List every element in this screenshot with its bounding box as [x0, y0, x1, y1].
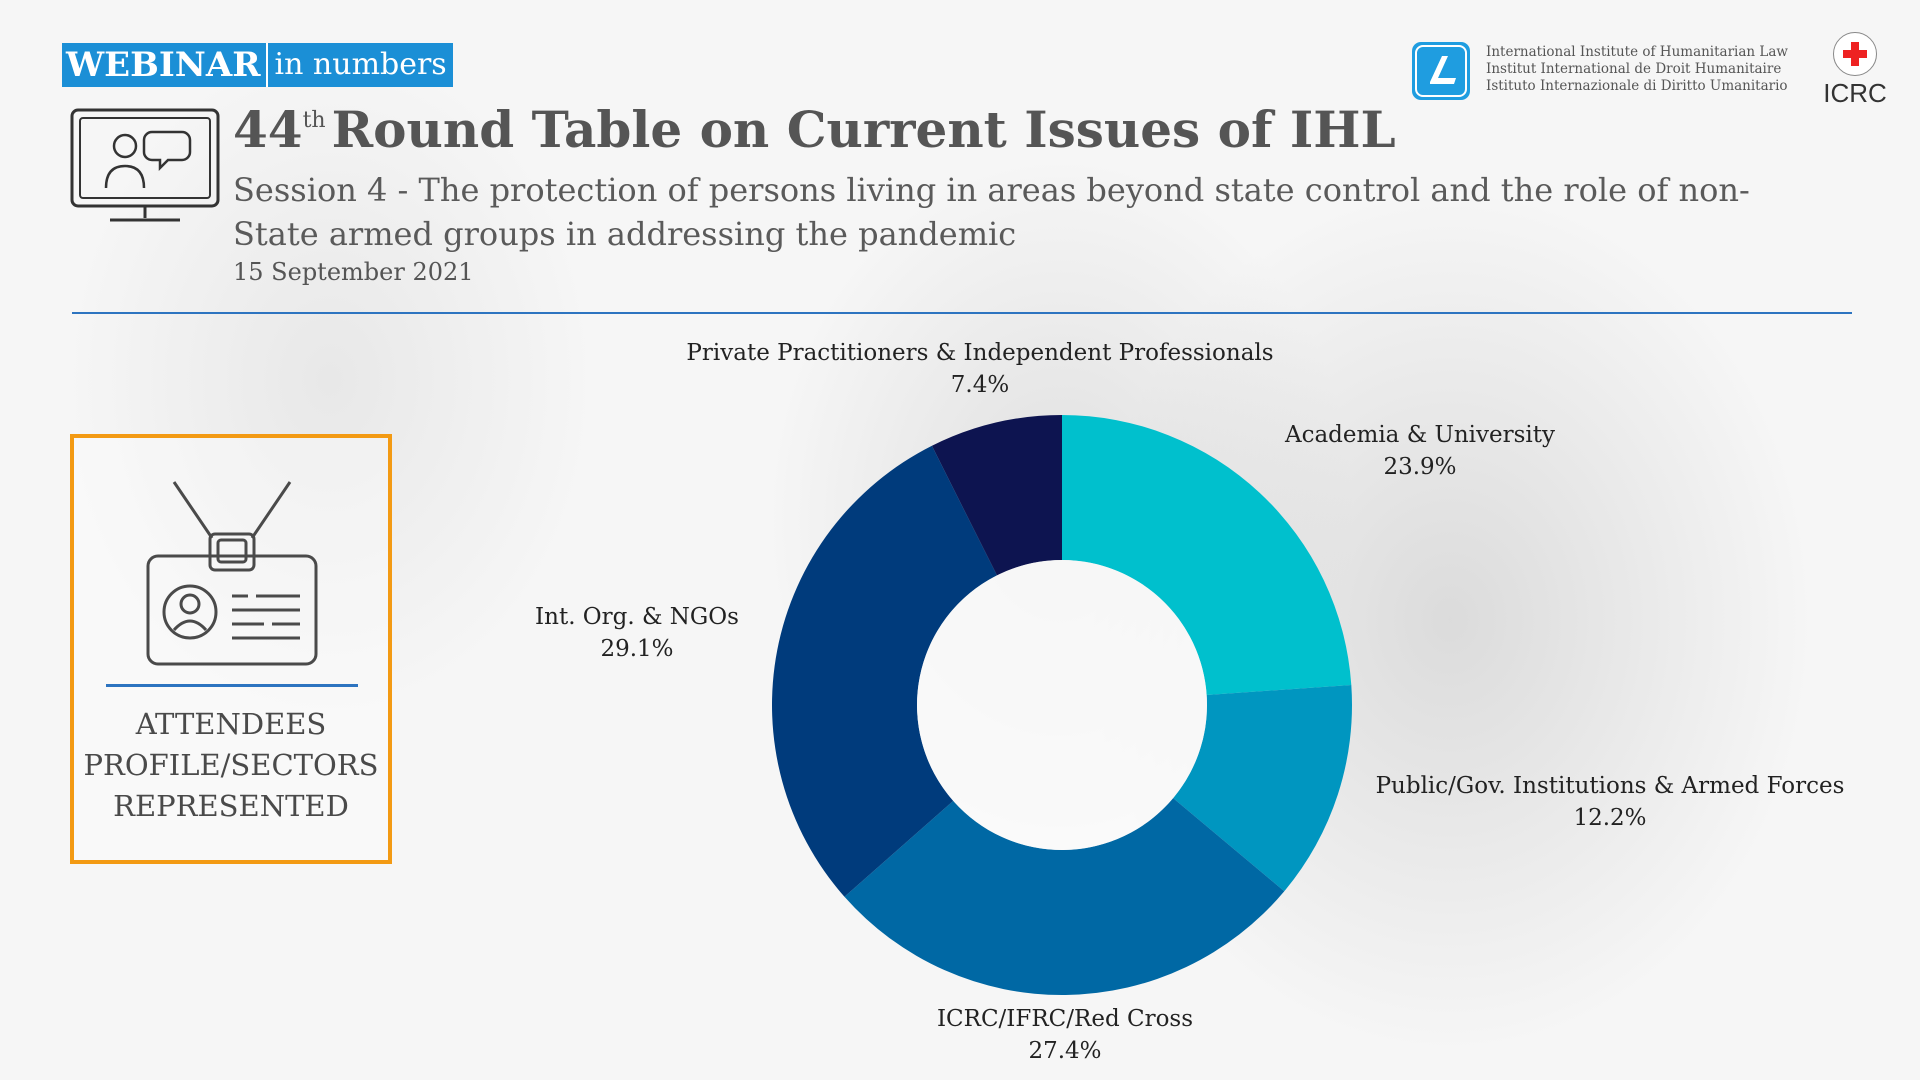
header-divider — [72, 312, 1852, 314]
slice-label-academia: Academia & University — [1284, 422, 1555, 448]
iihl-name-en: International Institute of Humanitarian … — [1486, 44, 1788, 60]
donut-hole — [917, 560, 1207, 850]
slice-value-int-org: 29.1% — [600, 636, 673, 662]
id-badge-icon — [146, 481, 318, 666]
webinar-label: WEBINAR — [66, 45, 261, 85]
slice-value-icrc: 27.4% — [1028, 1038, 1101, 1064]
iihl-name-it: Istituto Internazionale di Diritto Umani… — [1486, 78, 1788, 94]
attendees-profile-box: ATTENDEES PROFILE/SECTORS REPRESENTED — [70, 434, 392, 864]
icrc-label: ICRC — [1823, 78, 1887, 108]
title-number: 44 — [233, 100, 303, 159]
slice-value-public-gov: 12.2% — [1573, 805, 1646, 831]
iihl-name: International Institute of Humanitarian … — [1486, 44, 1788, 95]
profile-line-1: ATTENDEES — [135, 707, 327, 741]
slice-label-icrc: ICRC/IFRC/Red Cross — [937, 1006, 1193, 1032]
iihl-logo: International Institute of Humanitarian … — [1412, 42, 1792, 102]
donut-slice-private-practitioners — [931, 415, 1062, 576]
profile-box-divider — [106, 684, 358, 687]
donut-slice-int-org — [771, 445, 997, 897]
donut-slice-public-gov — [1173, 684, 1352, 892]
slice-value-academia: 23.9% — [1383, 454, 1456, 480]
icrc-logo: ICRC — [1815, 32, 1895, 112]
iihl-emblem-icon — [1412, 42, 1470, 100]
session-subtitle: Session 4 - The protection of persons li… — [233, 171, 1750, 253]
in-numbers-label: in numbers — [266, 43, 452, 87]
slice-value-private-practitioners: 7.4% — [951, 372, 1009, 398]
profile-box-label: ATTENDEES PROFILE/SECTORS REPRESENTED — [74, 704, 388, 827]
slice-label-public-gov: Public/Gov. Institutions & Armed Forces — [1376, 773, 1845, 799]
page-title: 44th Round Table on Current Issues of IHL — [233, 100, 1396, 159]
iihl-name-fr: Institut International de Droit Humanita… — [1486, 61, 1782, 77]
webinar-badge: WEBINAR in numbers — [62, 43, 453, 87]
donut-slice-icrc — [844, 798, 1285, 995]
slice-label-private-practitioners: Private Practitioners & Independent Prof… — [686, 340, 1273, 366]
red-cross-icon — [1833, 32, 1877, 76]
title-text: Round Table on Current Issues of IHL — [331, 100, 1396, 159]
slice-label-int-org: Int. Org. & NGOs — [535, 604, 739, 630]
profile-line-2: PROFILE/SECTORS — [83, 748, 379, 782]
donut-slice-academia — [1062, 415, 1352, 695]
title-ordinal-suffix: th — [302, 108, 326, 133]
profile-line-3: REPRESENTED — [113, 789, 349, 823]
session-date: 15 September 2021 — [233, 258, 474, 286]
monitor-chat-icon — [70, 108, 220, 222]
